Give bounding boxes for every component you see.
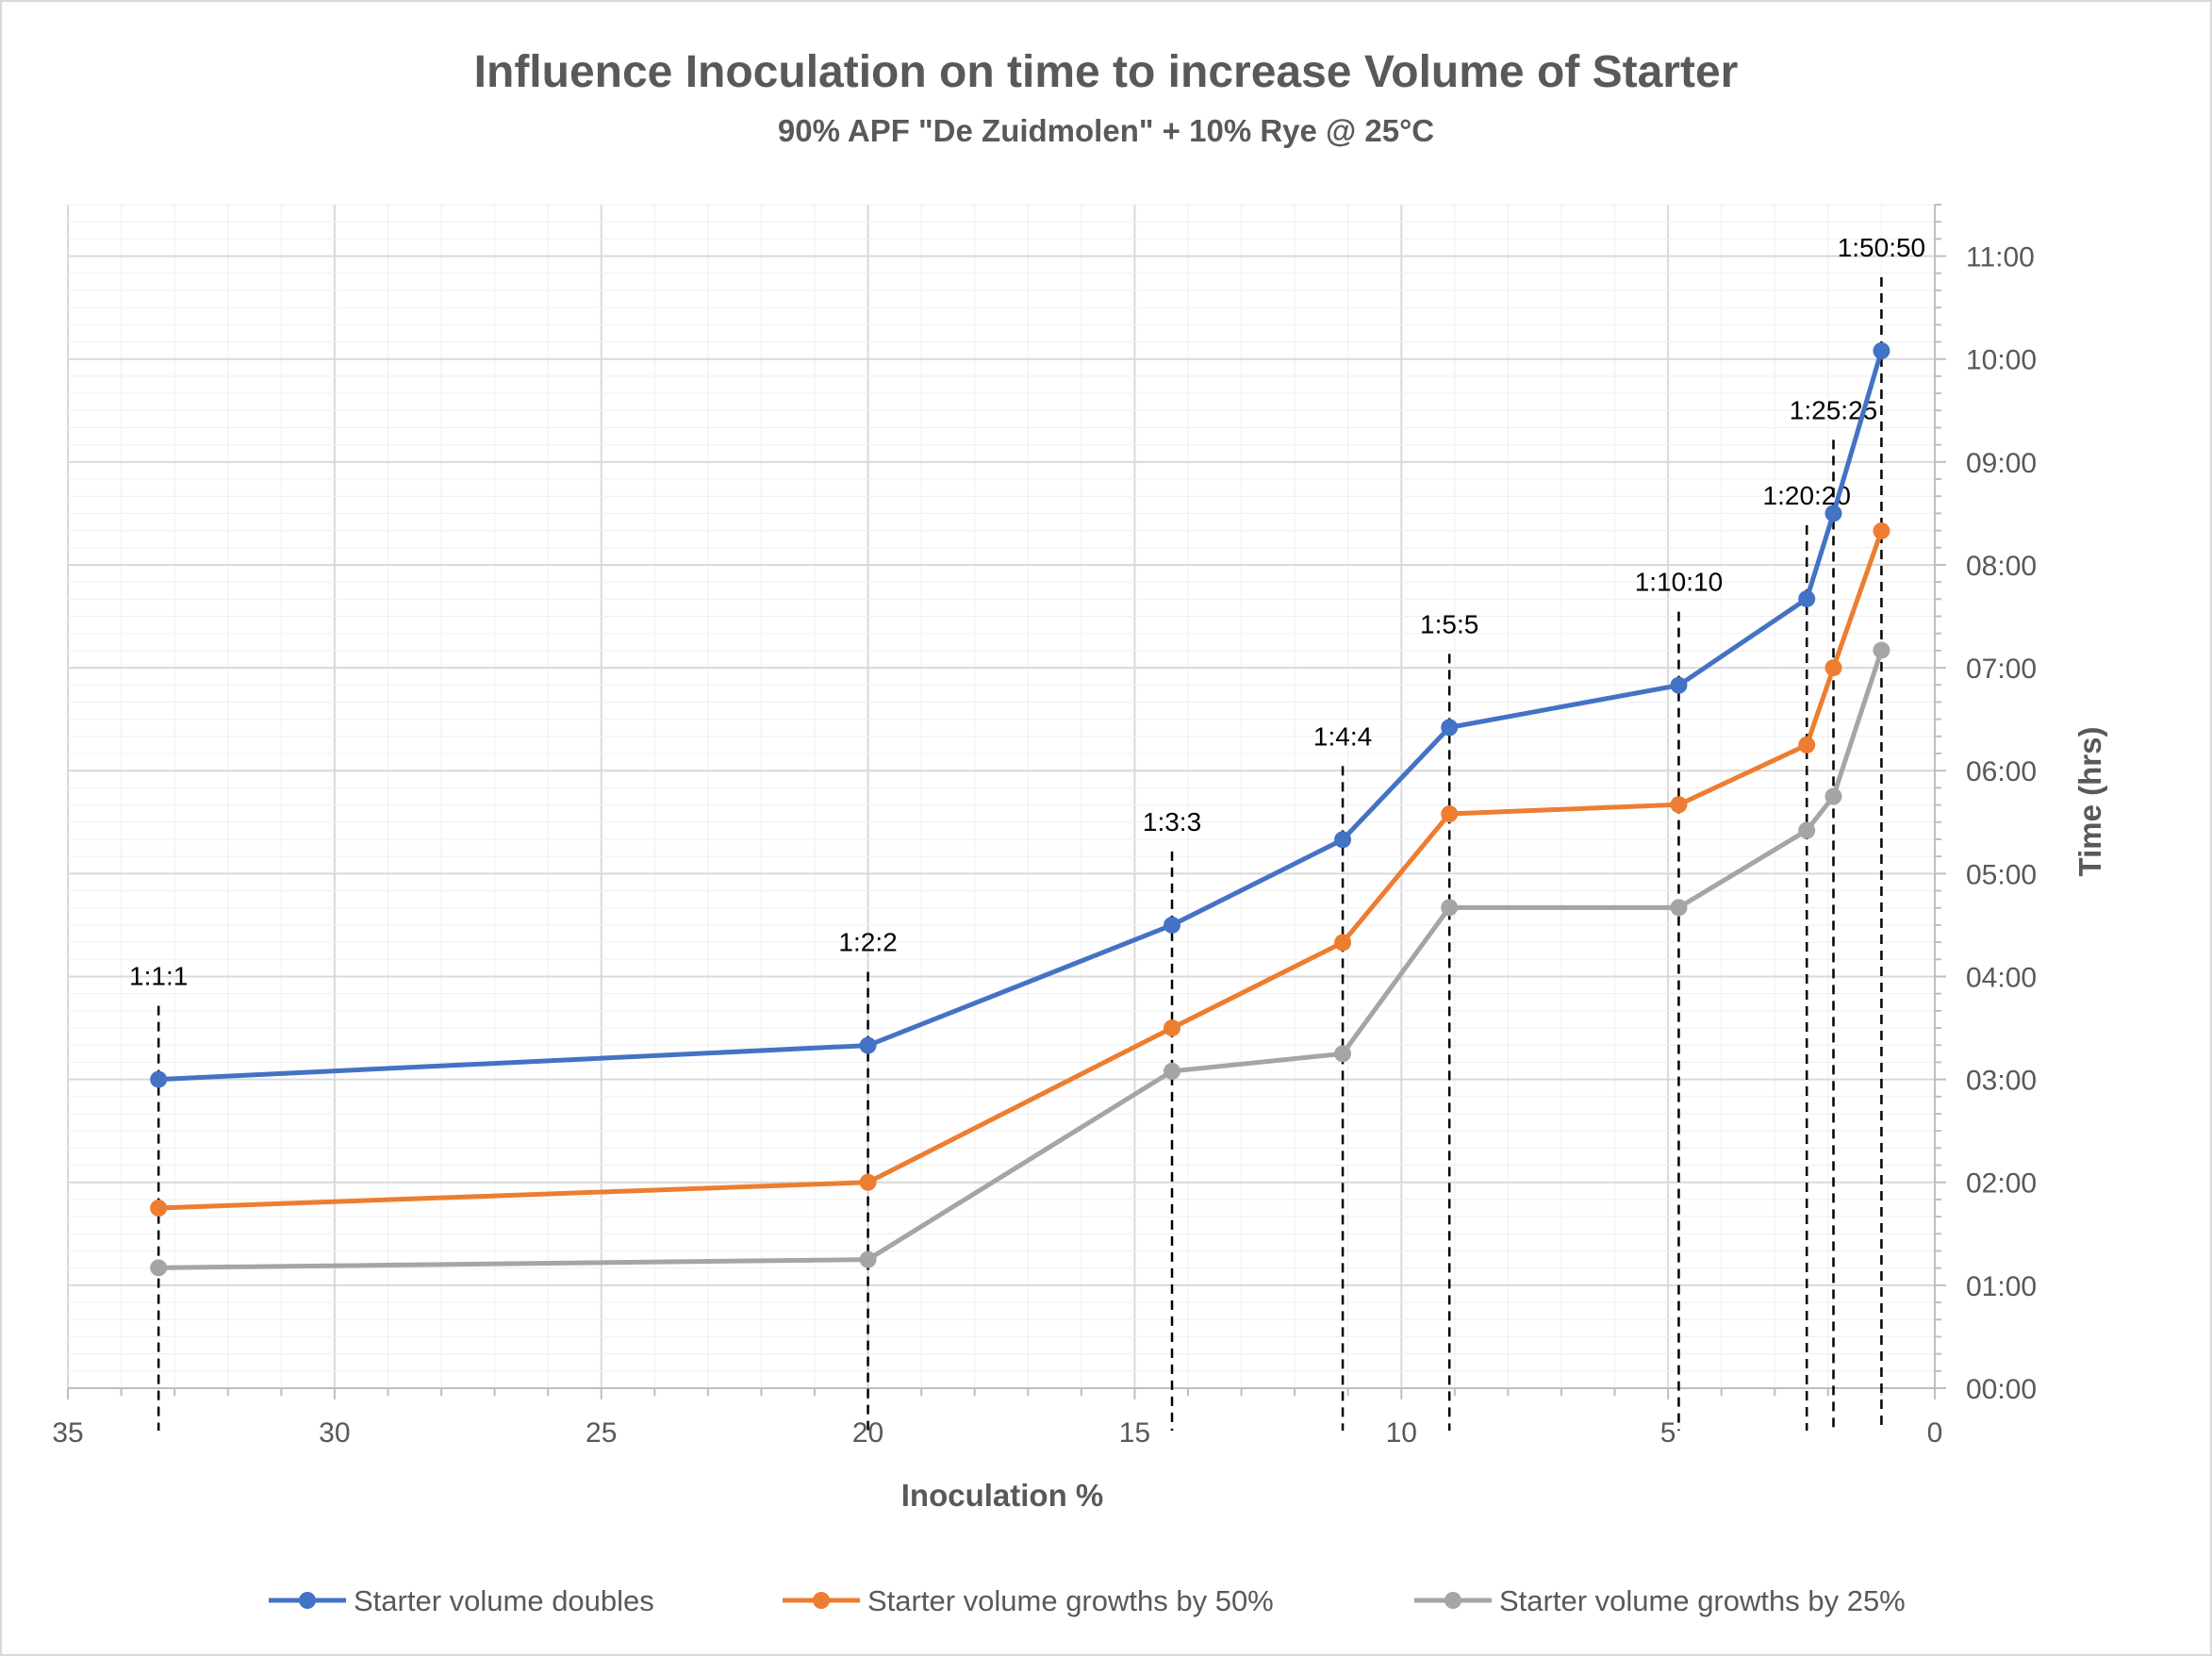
y-tick-label: 06:00 <box>1966 756 2037 787</box>
chart-subtitle: 90% APF "De Zuidmolen" + 10% Rye @ 25°C <box>778 113 1434 148</box>
y-tick-label: 08:00 <box>1966 551 2037 582</box>
y-tick-label: 02:00 <box>1966 1168 2037 1200</box>
data-point <box>1873 522 1890 539</box>
y-tick-label: 10:00 <box>1966 345 2037 376</box>
data-point <box>859 1036 877 1054</box>
data-point <box>1798 821 1816 839</box>
series-lines <box>150 341 1890 1277</box>
x-tick-label: 35 <box>52 1417 83 1449</box>
y-axis-label: Time (hrs) <box>2072 727 2107 877</box>
x-tick-label: 30 <box>319 1417 350 1449</box>
y-tick-label: 09:00 <box>1966 448 2037 479</box>
legend-item-1: Starter volume doubles <box>269 1584 654 1617</box>
data-point <box>1670 676 1688 694</box>
data-point <box>1164 916 1181 934</box>
ratio-label: 1:2:2 <box>838 928 897 957</box>
x-axis-label: Inoculation % <box>901 1478 1104 1513</box>
data-point <box>1441 805 1459 823</box>
data-point <box>1670 796 1688 814</box>
data-point <box>1670 899 1688 917</box>
data-point <box>1164 1062 1181 1080</box>
legend-item-3: Starter volume growths by 25% <box>1414 1584 1906 1617</box>
y-tick-label: 11:00 <box>1966 242 2035 273</box>
ratio-label: 1:4:4 <box>1313 721 1372 751</box>
data-point <box>150 1070 168 1088</box>
data-point <box>150 1200 168 1217</box>
chart-title: Influence Inoculation on time to increas… <box>474 47 1739 97</box>
legend-swatch-marker <box>813 1592 830 1609</box>
y-tick-label: 03:00 <box>1966 1066 2037 1097</box>
data-point <box>1441 899 1459 917</box>
legend-item-2: Starter volume growths by 50% <box>783 1584 1274 1617</box>
legend-swatch-marker <box>299 1592 316 1609</box>
legend-swatch-marker <box>1444 1592 1461 1609</box>
legend-label: Starter volume growths by 25% <box>1499 1584 1906 1617</box>
data-point <box>1873 641 1890 659</box>
data-point <box>1873 341 1890 359</box>
x-tick-label: 25 <box>586 1417 617 1449</box>
x-tick-label: 10 <box>1386 1417 1417 1449</box>
tick-labels: 35 30 25 20 15 10 5 0 00:00 01:00 02:00 03:00 04:00 0… <box>52 242 2037 1449</box>
data-point <box>1798 589 1816 607</box>
data-point <box>1798 736 1816 753</box>
data-point <box>1334 1045 1352 1063</box>
ratio-markers: 1:1:11:2:21:3:31:4:41:5:51:10:101:20:201… <box>129 233 1925 1431</box>
y-tick-label: 04:00 <box>1966 962 2037 993</box>
x-tick-label: 5 <box>1660 1417 1676 1449</box>
data-point <box>1441 719 1459 737</box>
x-tick-label: 0 <box>1927 1417 1943 1449</box>
ratio-label: 1:3:3 <box>1143 807 1201 836</box>
ratio-label: 1:50:50 <box>1838 233 1925 262</box>
legend-label: Starter volume growths by 50% <box>867 1584 1274 1617</box>
ratio-label: 1:10:10 <box>1635 568 1723 597</box>
y-tick-label: 05:00 <box>1966 859 2037 890</box>
data-point <box>1824 505 1842 522</box>
data-point <box>150 1259 168 1277</box>
x-tick-label: 20 <box>852 1417 883 1449</box>
y-tick-label: 07:00 <box>1966 654 2037 685</box>
data-point <box>1824 659 1842 677</box>
data-point <box>1164 1019 1181 1037</box>
data-point <box>859 1173 877 1191</box>
data-point <box>1334 831 1352 849</box>
data-point <box>1824 787 1842 805</box>
ratio-label: 1:1:1 <box>129 962 188 991</box>
legend-label: Starter volume doubles <box>354 1584 654 1617</box>
y-tick-label: 00:00 <box>1966 1374 2037 1405</box>
legend: Starter volume doubles Starter volume gro… <box>269 1584 1906 1617</box>
y-tick-label: 01:00 <box>1966 1271 2037 1302</box>
ratio-label: 1:5:5 <box>1420 609 1478 638</box>
data-point <box>859 1250 877 1268</box>
data-point <box>1334 934 1352 952</box>
axes <box>67 204 1946 1399</box>
x-tick-label: 15 <box>1119 1417 1150 1449</box>
